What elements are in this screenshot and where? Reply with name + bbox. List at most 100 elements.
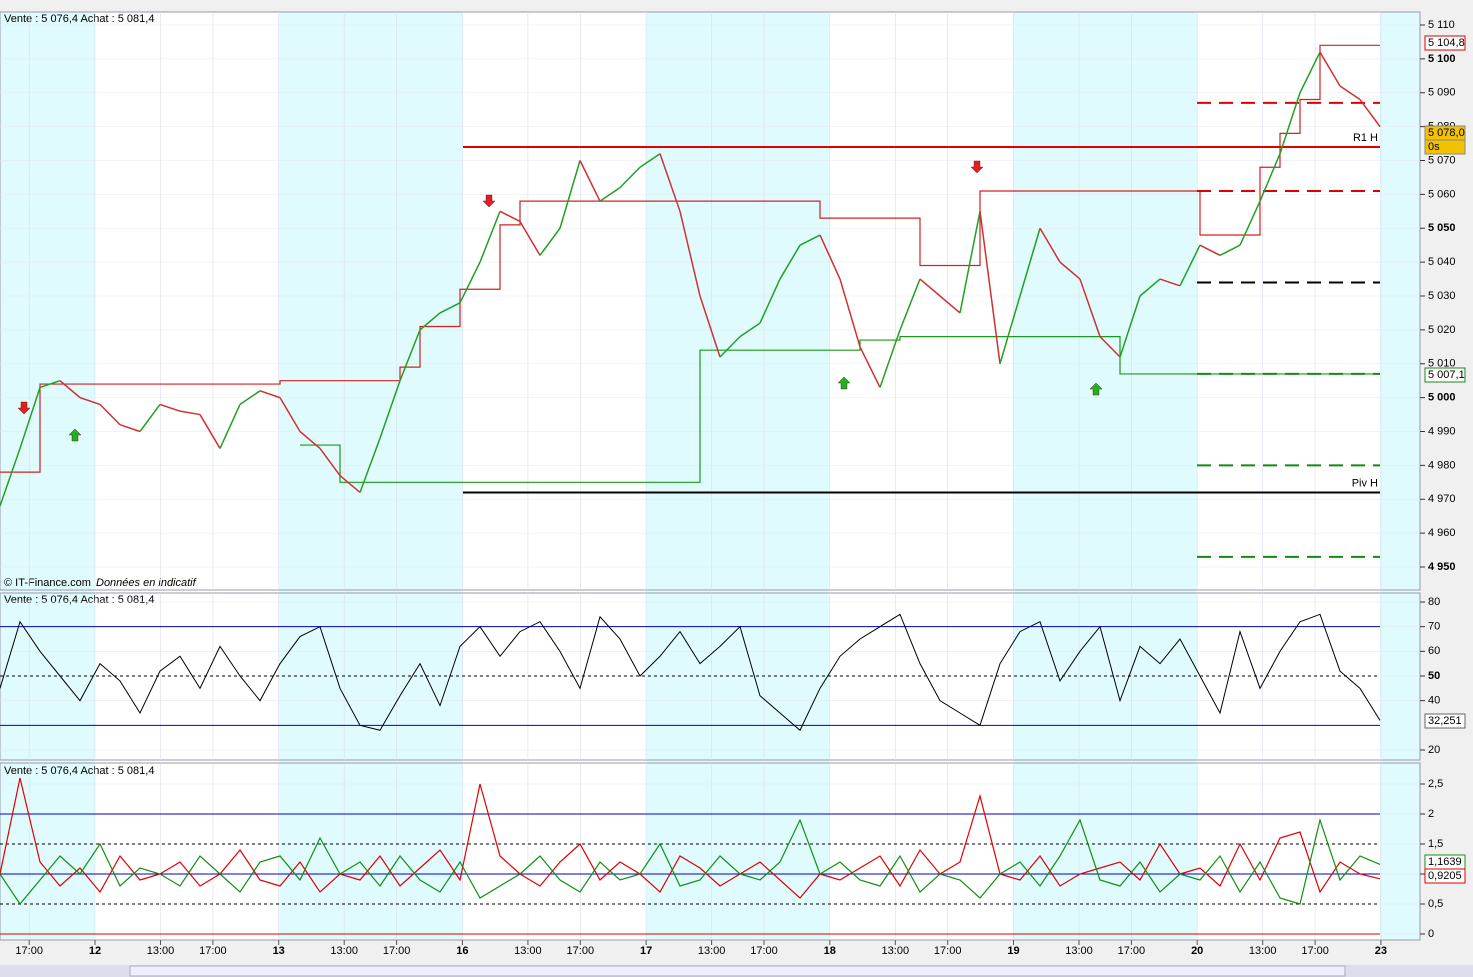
price-segment	[659, 153, 681, 212]
price-segment	[639, 153, 661, 168]
price-segment	[899, 278, 921, 331]
y-tick-label: 80	[1428, 596, 1440, 608]
x-tick-label: 17:00	[1118, 945, 1146, 957]
price-tag-label: 5 078,0	[1428, 127, 1465, 139]
x-tick-label: 17	[640, 945, 652, 957]
value-tag-label: 0,9205	[1428, 870, 1462, 882]
x-tick-label: 17:00	[750, 945, 778, 957]
price-segment	[819, 234, 841, 280]
pane-header: Vente : 5 076,4 Achat : 5 081,4	[4, 594, 154, 606]
price-segment	[1079, 278, 1101, 337]
price-segment	[1139, 278, 1161, 297]
price-segment	[719, 336, 741, 358]
price-segment	[1219, 244, 1241, 257]
y-tick-label: 60	[1428, 645, 1440, 657]
x-tick-label: 17:00	[567, 945, 595, 957]
value-tag	[1424, 713, 1466, 729]
y-tick-label: 20	[1428, 744, 1440, 756]
ratio-line	[0, 777, 1381, 899]
x-tick-label: 13:00	[1249, 945, 1277, 957]
price-tag-label: 5 007,1	[1428, 369, 1465, 381]
price-segment	[139, 403, 161, 432]
y-tick-label: 5 040	[1428, 256, 1456, 268]
price-segment	[159, 403, 181, 412]
y-tick-label: 40	[1428, 695, 1440, 707]
price-pane	[0, 11, 1421, 591]
price-segment	[599, 186, 621, 202]
y-tick-label: 50	[1428, 670, 1440, 682]
price-segment	[219, 404, 241, 449]
price-segment	[1299, 51, 1321, 94]
y-tick-label: 70	[1428, 621, 1440, 633]
x-tick-label: 19	[1007, 945, 1019, 957]
price-segment	[539, 227, 561, 256]
price-segment	[59, 380, 81, 399]
y-tick-label: 5 090	[1428, 87, 1456, 99]
x-tick-label: 13:00	[1065, 945, 1093, 957]
x-tick-label: 16	[456, 945, 468, 957]
price-segment	[779, 244, 801, 280]
y-tick-label: 5 020	[1428, 324, 1456, 336]
price-segment	[1019, 228, 1041, 297]
price-segment	[1059, 261, 1081, 280]
price-segment	[699, 295, 721, 358]
x-tick-label: 13:00	[698, 945, 726, 957]
x-tick-label: 17:00	[934, 945, 962, 957]
price-segment	[379, 380, 401, 439]
x-tick-label: 20	[1191, 945, 1203, 957]
day-band	[0, 12, 95, 940]
day-band	[830, 12, 1013, 940]
price-segment	[459, 261, 481, 304]
scroll-thumb[interactable]	[129, 965, 1346, 977]
y-tick-label: 5 030	[1428, 290, 1456, 302]
signal-arrow	[17, 401, 31, 415]
y-tick-label: 2	[1428, 808, 1434, 820]
x-tick-label: 17:00	[199, 945, 227, 957]
y-tick-label: 5 100	[1428, 53, 1456, 65]
signal-arrow	[68, 428, 82, 442]
price-segment	[1239, 200, 1261, 246]
price-segment	[0, 448, 21, 507]
price-segment	[1339, 85, 1361, 101]
price-segment	[559, 160, 581, 229]
value-tag-label: 1,1639	[1428, 856, 1462, 868]
y-tick-label: 0,5	[1428, 898, 1443, 910]
signal-arrow	[970, 160, 984, 174]
price-segment	[1179, 244, 1201, 287]
ratio-line	[0, 817, 1381, 906]
price-segment	[1319, 51, 1341, 87]
value-tag	[1424, 868, 1466, 884]
y-tick-label: 0	[1428, 928, 1434, 940]
price-segment	[979, 211, 1001, 364]
price-segment	[259, 390, 281, 399]
price-segment	[1359, 99, 1381, 128]
price-segment	[239, 390, 261, 406]
day-band	[1013, 12, 1197, 940]
x-tick-label: 17:00	[383, 945, 411, 957]
source: © IT-Finance.com	[4, 577, 91, 589]
price-segment	[419, 312, 441, 331]
signal-arrow	[482, 194, 496, 208]
y-tick-label: 4 970	[1428, 493, 1456, 505]
price-segment	[319, 447, 341, 476]
price-segment	[519, 221, 541, 256]
price-segment	[99, 403, 121, 426]
price-segment	[799, 234, 821, 246]
price-tag-label: 5 104,8	[1428, 37, 1465, 49]
price-segment	[1119, 295, 1141, 358]
x-tick-label: 12	[89, 945, 101, 957]
price-segment	[279, 397, 301, 432]
price-segment	[1099, 336, 1121, 358]
price-tag	[1424, 139, 1466, 155]
ratio-pane	[0, 762, 1421, 941]
y-tick-label: 5 110	[1428, 19, 1455, 31]
pane-header: Vente : 5 076,4 Achat : 5 081,4	[4, 765, 154, 777]
price-segment	[479, 211, 501, 263]
day-band	[1380, 12, 1420, 940]
day-shading	[0, 12, 1420, 940]
level-label: R1 H	[1353, 132, 1378, 144]
price-tag	[1424, 35, 1466, 51]
price-segment	[739, 322, 761, 338]
price-tag-label: 0s	[1428, 141, 1440, 153]
